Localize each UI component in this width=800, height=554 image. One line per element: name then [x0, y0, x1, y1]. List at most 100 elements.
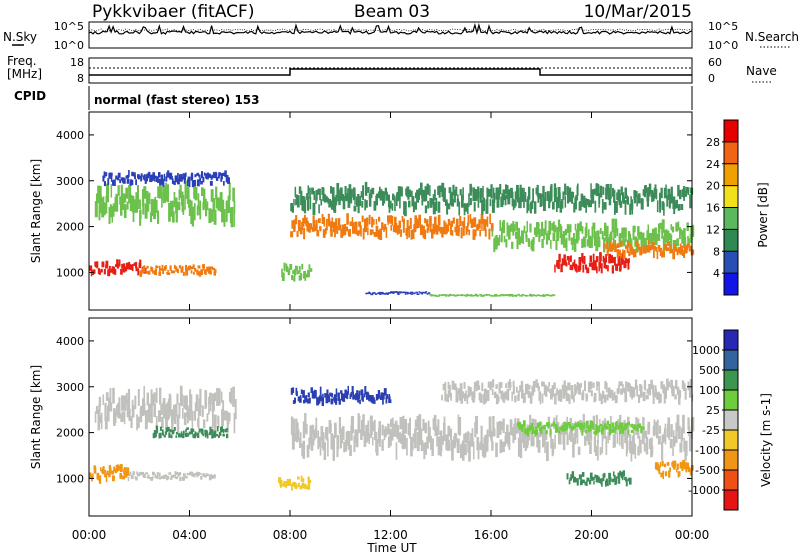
echo-cell — [605, 229, 609, 242]
echo-cell — [426, 436, 429, 449]
echo-cell — [201, 405, 204, 418]
echo-cell — [147, 194, 150, 212]
echo-cell — [299, 432, 302, 447]
echo-cell — [398, 220, 401, 229]
echo-cell — [584, 264, 588, 270]
echo-cell — [594, 474, 597, 478]
echo-cell — [569, 224, 572, 233]
echo-cell — [568, 422, 571, 427]
echo-cell — [627, 259, 630, 270]
echo-cell — [137, 268, 140, 276]
echo-cell — [362, 414, 365, 435]
date-title: 10/Mar/2015 — [584, 2, 692, 22]
echo-cell — [105, 172, 108, 177]
echo-cell — [568, 256, 570, 265]
echo-cell — [216, 388, 220, 406]
echo-cell — [512, 198, 515, 211]
echo-cell — [676, 386, 680, 395]
echo-cell — [199, 177, 202, 182]
echo-cell — [627, 241, 630, 246]
echo-cell — [449, 384, 451, 393]
echo-cell — [432, 223, 436, 235]
freq-label-1: Freq. — [7, 54, 37, 68]
echo-cell — [528, 294, 532, 297]
echo-cell — [115, 264, 117, 268]
echo-cell — [471, 428, 474, 441]
echo-cell — [624, 391, 628, 403]
echo-cell — [106, 470, 109, 475]
echo-cell — [96, 261, 99, 269]
echo-cell — [535, 295, 538, 297]
echo-cell — [421, 292, 424, 295]
ytick-label: 1000 — [56, 266, 84, 279]
echo-cell — [669, 438, 673, 449]
echo-cell — [406, 219, 409, 230]
echo-cell — [123, 204, 127, 218]
echo-cell — [536, 222, 539, 235]
echo-cell — [496, 395, 500, 403]
echo-cell — [615, 263, 619, 271]
echo-cell — [368, 214, 371, 225]
colorbar-tick-label: 24 — [706, 158, 720, 171]
echo-cell — [548, 220, 552, 235]
echo-cell — [354, 394, 356, 400]
echo-cell — [397, 293, 400, 295]
echo-cell — [104, 469, 106, 478]
echo-cell — [105, 264, 108, 269]
echo-cell — [599, 252, 602, 262]
echo-cell — [157, 210, 160, 224]
echo-cell — [327, 438, 329, 457]
echo-cell — [662, 384, 666, 394]
echo-cell — [219, 388, 221, 406]
echo-cell — [155, 475, 159, 479]
echo-cell — [160, 174, 164, 179]
echo-cell — [524, 383, 527, 396]
echo-cell — [135, 179, 137, 186]
echo-cell — [539, 196, 542, 207]
echo-cell — [485, 219, 488, 226]
echo-cell — [685, 440, 688, 456]
echo-cell — [688, 245, 692, 252]
echo-cell — [319, 395, 322, 402]
echo-cell — [152, 270, 155, 274]
echo-cell — [158, 265, 161, 272]
echo-cell — [116, 195, 119, 212]
echo-cell — [163, 265, 167, 271]
echo-cell — [561, 258, 564, 267]
colorbar-tick-label: 500 — [699, 364, 720, 377]
echo-cell — [583, 256, 586, 265]
echo-cell — [336, 435, 340, 450]
echo-cell — [219, 192, 223, 212]
echo-cell — [399, 417, 403, 430]
echo-cell — [182, 206, 185, 215]
echo-cell — [292, 400, 295, 404]
echo-cell — [391, 432, 394, 441]
echo-cell — [659, 461, 662, 468]
echo-cell — [571, 423, 574, 441]
echo-cell — [622, 233, 625, 245]
echo-cell — [166, 272, 168, 275]
echo-cell — [658, 425, 662, 434]
echo-cell — [501, 441, 505, 452]
echo-cell — [418, 414, 422, 434]
echo-cell — [182, 173, 185, 180]
echo-cell — [510, 223, 514, 232]
echo-cell — [137, 416, 140, 428]
echo-cell — [580, 479, 583, 484]
echo-cell — [483, 388, 487, 401]
echo-cell — [132, 172, 136, 177]
echo-cell — [375, 225, 379, 237]
echo-cell — [167, 475, 170, 480]
echo-cell — [646, 230, 649, 240]
echo-cell — [311, 187, 314, 195]
echo-cell — [674, 201, 676, 209]
echo-cell — [291, 432, 295, 450]
echo-cell — [674, 460, 677, 468]
echo-cell — [139, 259, 142, 267]
echo-cell — [638, 423, 642, 428]
echo-cell — [601, 434, 604, 454]
echo-cell — [614, 245, 617, 253]
echo-cell — [199, 388, 202, 408]
echo-cell — [160, 477, 162, 480]
